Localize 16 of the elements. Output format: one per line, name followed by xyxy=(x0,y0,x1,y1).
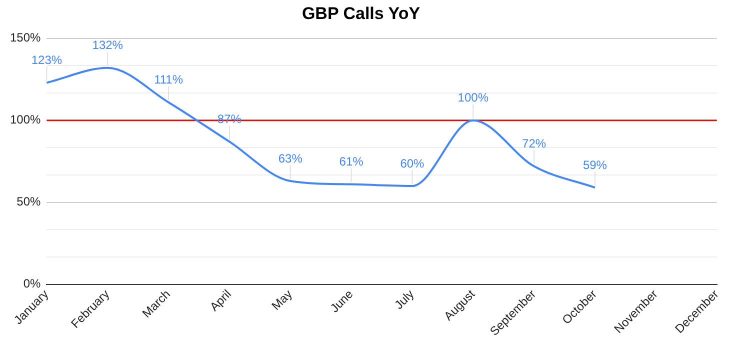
y-tick-label: 0% xyxy=(23,276,42,291)
data-label: 63% xyxy=(278,151,303,166)
data-label: 61% xyxy=(339,154,364,169)
y-tick-label: 100% xyxy=(10,112,42,127)
y-tick-label: 50% xyxy=(16,194,42,209)
data-label: 59% xyxy=(582,158,608,172)
data-label: 132% xyxy=(92,38,124,52)
data-label: 100% xyxy=(458,90,489,105)
y-tick-label: 150% xyxy=(10,30,42,45)
x-tick-label: May xyxy=(268,286,295,313)
data-label: 60% xyxy=(400,156,425,170)
chart-title: GBP Calls YoY xyxy=(302,4,421,23)
data-label: 123% xyxy=(31,52,62,67)
x-tick-label: July xyxy=(392,286,417,312)
data-label: 72% xyxy=(522,136,546,151)
data-label: 111% xyxy=(154,72,184,87)
